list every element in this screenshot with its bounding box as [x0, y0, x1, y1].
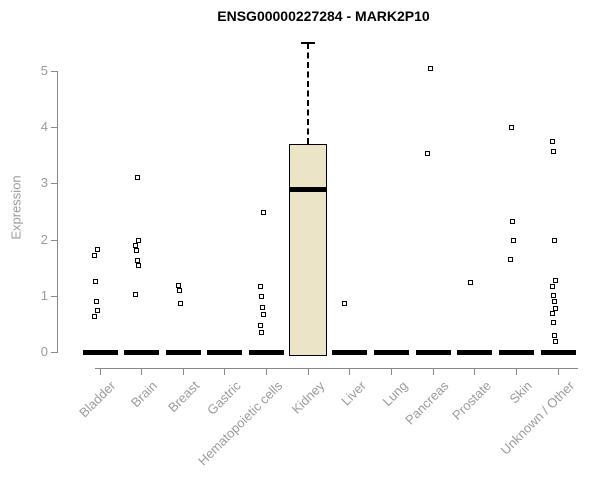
data-point — [342, 300, 348, 306]
data-point — [176, 288, 182, 294]
data-point — [259, 294, 265, 300]
data-point — [136, 237, 142, 243]
data-point — [550, 149, 556, 155]
x-tick — [307, 368, 309, 375]
x-axis-label: Unknown / Other — [497, 378, 577, 458]
y-tick-label: 0 — [40, 344, 48, 359]
x-tick — [516, 368, 518, 375]
data-point — [136, 262, 142, 268]
data-point — [508, 257, 514, 263]
x-axis-label: Lung — [379, 378, 411, 410]
x-tick — [474, 368, 476, 375]
data-point — [551, 298, 557, 304]
zero-median-bar — [457, 349, 493, 355]
x-axis-label: Bladder — [76, 378, 119, 421]
data-point — [135, 257, 141, 263]
data-point — [511, 238, 517, 244]
data-point — [91, 252, 97, 258]
y-tick-label: 3 — [40, 175, 48, 191]
zero-median-bar — [499, 349, 535, 355]
y-axis-line — [57, 71, 58, 353]
chart-title: ENSG00000227284 - MARK2P10 — [217, 8, 430, 24]
data-point — [551, 237, 557, 243]
y-tick — [51, 183, 57, 185]
x-axis-line — [95, 368, 578, 369]
data-point — [91, 313, 97, 319]
data-point — [92, 279, 98, 285]
x-tick — [349, 368, 351, 375]
data-point — [549, 311, 555, 317]
zero-median-bar — [124, 349, 160, 355]
data-point — [261, 209, 267, 215]
data-point — [549, 139, 555, 145]
median-line — [289, 186, 328, 192]
x-axis-label: Kidney — [288, 378, 327, 417]
whisker-cap — [301, 41, 316, 44]
data-point — [550, 293, 556, 299]
x-tick — [557, 368, 559, 375]
zero-median-bar — [165, 349, 201, 355]
data-point — [509, 124, 515, 130]
data-point — [510, 219, 516, 225]
data-point — [134, 247, 140, 253]
data-point — [259, 330, 265, 336]
data-point — [552, 339, 558, 345]
data-point — [94, 246, 100, 252]
y-tick — [51, 127, 57, 129]
box — [289, 144, 328, 356]
data-point — [552, 277, 558, 283]
data-point — [550, 319, 556, 325]
x-tick — [224, 368, 226, 375]
data-point — [258, 322, 264, 328]
data-point — [551, 332, 557, 338]
y-tick — [51, 352, 57, 353]
data-point — [135, 175, 141, 181]
data-point — [260, 304, 266, 310]
x-tick — [141, 368, 143, 375]
data-point — [468, 280, 474, 286]
y-tick — [51, 295, 57, 297]
x-axis-label: Breast — [164, 378, 202, 416]
y-tick — [51, 71, 57, 72]
data-point — [424, 150, 430, 156]
y-tick-label: 1 — [40, 287, 48, 303]
x-tick — [391, 368, 393, 375]
x-axis-label: Gastric — [203, 378, 244, 418]
zero-median-bar — [415, 349, 451, 355]
x-axis-label: Skin — [506, 378, 536, 407]
data-point — [549, 283, 555, 289]
x-axis-label: Pancreas — [402, 378, 452, 428]
data-point — [552, 305, 558, 311]
x-axis-label: Brain — [128, 378, 161, 411]
data-point — [261, 311, 267, 317]
zero-median-bar — [540, 349, 576, 355]
y-tick — [51, 239, 57, 241]
x-axis-label: Liver — [338, 378, 369, 409]
y-tick-label: 5 — [40, 63, 48, 78]
y-tick-label: 4 — [40, 119, 48, 135]
data-point — [133, 242, 139, 248]
zero-median-bar — [332, 349, 368, 355]
x-axis-label: Prostate — [448, 378, 494, 423]
x-tick — [266, 368, 268, 375]
zero-median-bar — [249, 349, 285, 355]
zero-median-bar — [207, 349, 243, 355]
data-point — [427, 65, 433, 71]
upper-whisker — [307, 42, 310, 145]
zero-median-bar — [82, 349, 118, 355]
data-point — [133, 292, 139, 298]
data-point — [175, 282, 181, 288]
y-tick-label: 2 — [40, 231, 48, 247]
data-point — [94, 308, 100, 314]
x-tick — [99, 368, 101, 375]
x-tick — [432, 368, 434, 375]
zero-median-bar — [374, 349, 410, 355]
data-point — [258, 283, 264, 289]
x-tick — [182, 368, 184, 375]
data-point — [93, 299, 99, 305]
data-point — [177, 301, 183, 307]
